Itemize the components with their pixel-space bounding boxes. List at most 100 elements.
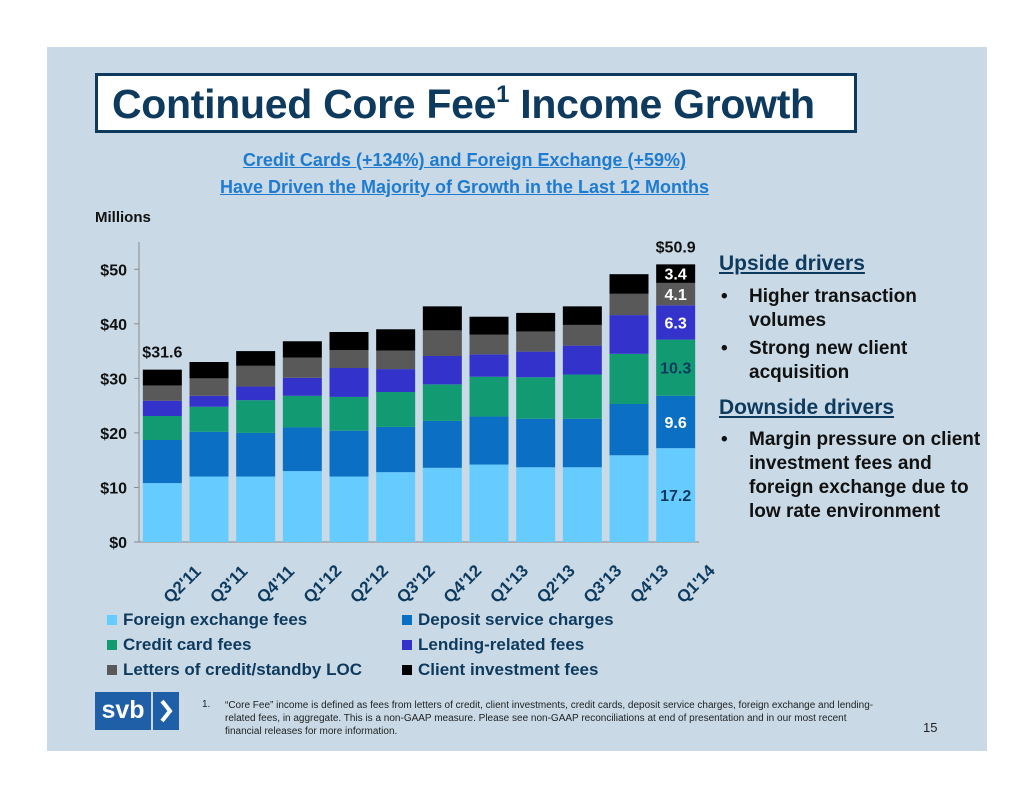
y-tick-label: $30 bbox=[100, 371, 127, 388]
bar-segment bbox=[609, 353, 649, 404]
bar-segment bbox=[656, 305, 696, 340]
bar-segment bbox=[562, 324, 602, 346]
total-label: $31.6 bbox=[142, 345, 182, 362]
bar-segment bbox=[282, 341, 322, 358]
subtitle-line-1: Credit Cards (+134%) and Foreign Exchang… bbox=[242, 150, 687, 170]
bar-segment bbox=[422, 420, 462, 468]
page-number: 15 bbox=[923, 720, 938, 735]
bar-segment bbox=[422, 356, 462, 385]
y-tick-label: $20 bbox=[100, 426, 127, 443]
bar-segment bbox=[469, 464, 509, 542]
y-tick-label: $0 bbox=[109, 535, 127, 552]
bar-segment bbox=[609, 404, 649, 456]
legend-item-letters-of-credit: Letters of credit/standby LOC bbox=[107, 659, 402, 681]
x-tick-label: Q1'12 bbox=[300, 561, 346, 607]
bar-segment bbox=[516, 331, 556, 352]
bar-segment bbox=[609, 293, 649, 316]
legend-swatch bbox=[402, 665, 412, 675]
bar-segment bbox=[189, 395, 229, 407]
upside-heading: Upside drivers bbox=[719, 252, 865, 275]
data-label: 4.1 bbox=[665, 287, 687, 304]
x-tick-label: Q2'11 bbox=[160, 562, 205, 607]
legend-label: Foreign exchange fees bbox=[123, 610, 308, 629]
bar-segment bbox=[656, 282, 696, 306]
upside-item: Higher transaction volumes bbox=[719, 285, 981, 333]
legend-label: Client investment fees bbox=[418, 660, 599, 679]
bar-segment bbox=[142, 483, 182, 542]
bar-segment bbox=[329, 476, 369, 542]
title-rest: Income Growth bbox=[509, 81, 815, 127]
title-footnote-marker: 1 bbox=[496, 81, 510, 108]
x-tick-label: Q3'12 bbox=[393, 561, 439, 607]
bar-segment bbox=[236, 476, 276, 542]
bar-segment bbox=[329, 368, 369, 397]
bar-segment bbox=[469, 376, 509, 417]
bar-segment bbox=[142, 385, 182, 401]
y-tick-label: $10 bbox=[100, 480, 127, 497]
bar-segment bbox=[562, 467, 602, 542]
bar-segment bbox=[329, 396, 369, 431]
bar-segment bbox=[422, 330, 462, 356]
subtitle-line-2: Have Driven the Majority of Growth in th… bbox=[219, 177, 710, 197]
title-box: Continued Core Fee1 Income Growth bbox=[95, 73, 857, 133]
legend-swatch bbox=[107, 615, 117, 625]
y-tick-label: $50 bbox=[100, 262, 127, 279]
x-tick-label: Q2'12 bbox=[346, 561, 392, 607]
x-tick-label: Q4'11 bbox=[253, 562, 298, 607]
bar-segment bbox=[282, 471, 322, 542]
legend-swatch bbox=[402, 615, 412, 625]
logo-text: svb bbox=[95, 692, 151, 730]
bar-segment bbox=[376, 426, 416, 473]
y-tick-label: $40 bbox=[100, 317, 127, 334]
bar-segment bbox=[609, 455, 649, 542]
legend-item-lending-related: Lending-related fees bbox=[402, 634, 667, 656]
bar-segment bbox=[656, 448, 696, 542]
bar-segment bbox=[142, 416, 182, 440]
bar-segment bbox=[562, 418, 602, 468]
legend-item-client-investment: Client investment fees bbox=[402, 659, 667, 681]
bar-segment bbox=[189, 476, 229, 542]
title-main: Continued Core Fee bbox=[112, 81, 497, 127]
bar-segment bbox=[282, 357, 322, 378]
svb-logo: svb bbox=[95, 692, 179, 730]
bar-segment bbox=[656, 339, 696, 396]
x-tick-label: Q1'13 bbox=[486, 561, 532, 607]
legend-swatch bbox=[107, 665, 117, 675]
bar-segment bbox=[609, 274, 649, 294]
bar-segment bbox=[422, 467, 462, 542]
bar-segment bbox=[236, 400, 276, 433]
legend-label: Letters of credit/standby LOC bbox=[123, 660, 362, 679]
bar-segment bbox=[189, 362, 229, 379]
chevron-right-icon bbox=[153, 692, 179, 730]
chart-legend: Foreign exchange fees Deposit service ch… bbox=[107, 609, 667, 681]
bar-segment bbox=[516, 418, 556, 468]
downside-item: Margin pressure on client investment fee… bbox=[719, 428, 981, 524]
bar-segment bbox=[376, 369, 416, 392]
x-tick-label: Q3'13 bbox=[580, 561, 626, 607]
bar-segment bbox=[189, 431, 229, 477]
bar-segment bbox=[516, 377, 556, 419]
bar-segment bbox=[282, 427, 322, 472]
units-label: Millions bbox=[95, 209, 151, 226]
legend-swatch bbox=[402, 640, 412, 650]
legend-label: Lending-related fees bbox=[418, 635, 585, 654]
bar-segment bbox=[282, 377, 322, 396]
bar-segment bbox=[469, 334, 509, 355]
x-tick-label: Q4'13 bbox=[626, 561, 672, 607]
bar-segment bbox=[376, 329, 416, 351]
bar-segment bbox=[656, 395, 696, 449]
x-tick-label: Q3'11 bbox=[206, 562, 251, 607]
data-label: 9.6 bbox=[665, 415, 687, 432]
bar-segment bbox=[422, 384, 462, 421]
bar-segment bbox=[376, 350, 416, 370]
data-label: 17.2 bbox=[660, 488, 691, 505]
bar-segment bbox=[562, 306, 602, 325]
legend-label: Credit card fees bbox=[123, 635, 252, 654]
legend-item-foreign-exchange: Foreign exchange fees bbox=[107, 609, 402, 631]
bar-segment bbox=[236, 432, 276, 477]
bar-segment bbox=[562, 374, 602, 419]
page-title: Continued Core Fee1 Income Growth bbox=[112, 81, 815, 128]
data-label: 3.4 bbox=[665, 267, 687, 284]
bar-segment bbox=[516, 351, 556, 378]
bar-segment bbox=[282, 395, 322, 428]
